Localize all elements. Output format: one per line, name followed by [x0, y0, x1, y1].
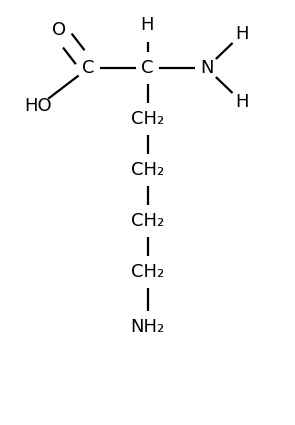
Text: CH₂: CH₂ — [131, 110, 164, 128]
Text: CH₂: CH₂ — [131, 212, 164, 230]
Text: HO: HO — [24, 97, 52, 115]
Text: O: O — [52, 21, 66, 39]
Text: C: C — [82, 59, 95, 77]
Text: H: H — [235, 93, 249, 111]
Text: H: H — [141, 17, 154, 34]
Text: N: N — [200, 59, 213, 77]
Text: C: C — [141, 59, 154, 77]
Text: H: H — [235, 25, 249, 43]
Text: CH₂: CH₂ — [131, 263, 164, 281]
Text: CH₂: CH₂ — [131, 161, 164, 179]
Text: NH₂: NH₂ — [130, 318, 165, 336]
